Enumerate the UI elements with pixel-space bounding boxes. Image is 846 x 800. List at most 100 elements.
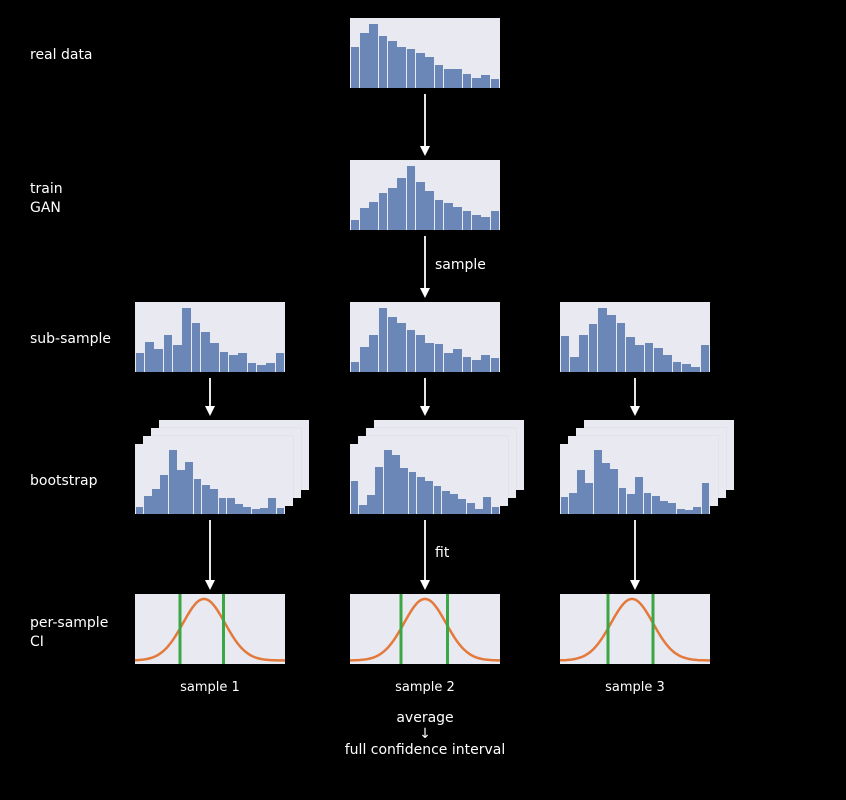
histogram-bar bbox=[136, 507, 144, 514]
histogram-bar bbox=[351, 481, 359, 514]
histogram-bar bbox=[579, 335, 588, 372]
down-arrow-icon bbox=[416, 234, 434, 298]
histogram-bar bbox=[444, 69, 453, 88]
arrow-label-fit: fit bbox=[435, 544, 449, 563]
histogram-bar bbox=[481, 217, 490, 230]
histogram-bar bbox=[453, 207, 462, 230]
histogram-bar bbox=[673, 362, 682, 372]
histogram-bar bbox=[379, 308, 388, 373]
histogram-bar bbox=[392, 455, 400, 514]
histogram-bar bbox=[425, 57, 434, 88]
histogram-bar bbox=[397, 178, 406, 230]
histogram-bar bbox=[492, 507, 500, 514]
histogram-bar bbox=[201, 332, 210, 372]
histogram-bar bbox=[182, 308, 191, 373]
histogram-bar bbox=[260, 508, 268, 514]
histogram-bar bbox=[444, 203, 453, 230]
histogram-bar bbox=[577, 470, 585, 514]
histogram-bar bbox=[173, 345, 182, 372]
down-arrow-icon bbox=[201, 518, 219, 590]
histogram-bar bbox=[252, 509, 260, 514]
histogram-bar bbox=[210, 489, 218, 514]
histogram-bar bbox=[617, 323, 626, 372]
histogram-bar bbox=[169, 450, 177, 515]
sample-label-1: sample 2 bbox=[350, 680, 500, 695]
histogram-bar bbox=[229, 355, 238, 372]
histogram-bar bbox=[472, 78, 481, 88]
histogram-bar bbox=[434, 486, 442, 514]
histogram-bar bbox=[268, 498, 276, 514]
histogram-bar bbox=[145, 342, 154, 372]
histogram-bar bbox=[425, 191, 434, 230]
histogram-bar bbox=[160, 475, 168, 514]
histogram-bar bbox=[619, 488, 627, 514]
histogram-bar bbox=[351, 362, 360, 372]
histogram-bar bbox=[702, 483, 710, 514]
histogram-bar bbox=[594, 450, 602, 515]
ci-curve-2 bbox=[560, 594, 710, 664]
histogram-bar bbox=[152, 489, 160, 514]
histogram-bar bbox=[248, 363, 257, 372]
down-arrow-icon bbox=[626, 376, 644, 416]
histogram-bar bbox=[598, 308, 607, 373]
histogram-bar bbox=[351, 220, 360, 230]
histogram-bar bbox=[458, 499, 466, 514]
histogram-bar bbox=[467, 503, 475, 514]
histogram-bar bbox=[400, 468, 408, 514]
histogram-bar bbox=[277, 508, 285, 514]
histogram-bar bbox=[463, 357, 472, 372]
arrow-label-sample: sample bbox=[435, 256, 486, 275]
histogram-bar bbox=[379, 193, 388, 230]
gan-histogram bbox=[350, 160, 500, 230]
histogram-bar bbox=[569, 493, 577, 514]
histogram-bar bbox=[635, 345, 644, 372]
histogram-bar bbox=[635, 477, 643, 514]
histogram-bar bbox=[219, 498, 227, 514]
row-label-4: per-sampleCI bbox=[30, 614, 150, 652]
down-arrow-icon bbox=[626, 518, 644, 590]
histogram-bar bbox=[351, 47, 360, 88]
subsample-histogram-1 bbox=[350, 302, 500, 372]
histogram-bar bbox=[407, 166, 416, 231]
histogram-bar bbox=[701, 345, 710, 372]
histogram-bar bbox=[585, 483, 593, 514]
histogram-bar bbox=[570, 357, 579, 372]
histogram-bar bbox=[481, 355, 490, 372]
row-label-3: bootstrap bbox=[30, 472, 150, 491]
histogram-bar bbox=[407, 49, 416, 88]
histogram-bar bbox=[416, 335, 425, 372]
bootstrap-histogram-1 bbox=[350, 444, 500, 514]
real-data-histogram bbox=[350, 18, 500, 88]
histogram-bar bbox=[185, 462, 193, 514]
ci-curve-0 bbox=[135, 594, 285, 664]
histogram-bar bbox=[472, 360, 481, 372]
histogram-bar bbox=[238, 353, 247, 372]
histogram-bar bbox=[463, 74, 472, 88]
subsample-histogram-0 bbox=[135, 302, 285, 372]
histogram-bar bbox=[136, 353, 145, 372]
histogram-bar bbox=[407, 330, 416, 372]
sample-label-0: sample 1 bbox=[135, 680, 285, 695]
histogram-bar bbox=[384, 450, 392, 515]
histogram-bar bbox=[602, 463, 610, 514]
histogram-bar bbox=[691, 367, 700, 372]
histogram-bar bbox=[668, 503, 676, 514]
histogram-bar bbox=[379, 36, 388, 88]
row-label-2: sub-sample bbox=[30, 330, 150, 349]
histogram-bar bbox=[369, 202, 378, 230]
histogram-bar bbox=[425, 343, 434, 372]
histogram-bar bbox=[388, 317, 397, 372]
subsample-histogram-2 bbox=[560, 302, 710, 372]
histogram-bar bbox=[266, 363, 275, 372]
histogram-bar bbox=[388, 188, 397, 230]
histogram-bar bbox=[442, 491, 450, 514]
histogram-bar bbox=[397, 323, 406, 372]
row-label-1: trainGAN bbox=[30, 180, 150, 218]
histogram-bar bbox=[409, 472, 417, 514]
histogram-bar bbox=[369, 335, 378, 372]
histogram-bar bbox=[210, 343, 219, 372]
histogram-bar bbox=[360, 33, 369, 88]
histogram-bar bbox=[359, 505, 367, 514]
histogram-bar bbox=[589, 324, 598, 372]
histogram-bar bbox=[491, 79, 500, 88]
